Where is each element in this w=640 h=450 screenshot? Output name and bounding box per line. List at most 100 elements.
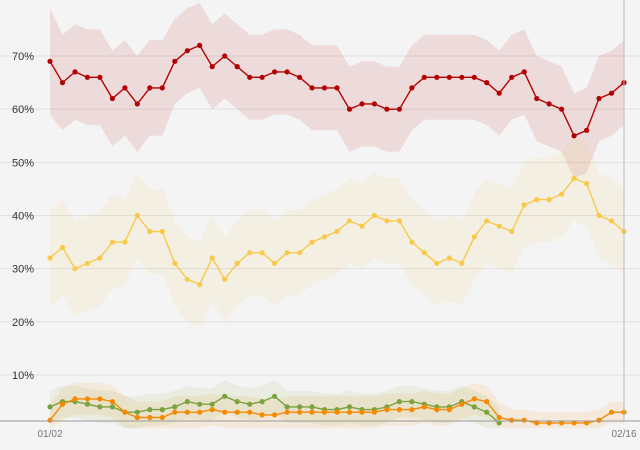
data-point <box>459 74 465 80</box>
data-point <box>297 250 303 256</box>
data-point <box>284 409 290 415</box>
data-point <box>459 260 465 266</box>
data-point <box>321 234 328 240</box>
data-point <box>172 404 178 410</box>
data-point <box>584 181 590 187</box>
data-point <box>259 399 265 405</box>
data-point <box>272 69 278 75</box>
y-tick-label: 70% <box>12 51 34 63</box>
data-point <box>384 407 390 413</box>
y-tick-label: 10% <box>12 370 34 382</box>
x-axis-end-label: 02/16 <box>611 429 636 440</box>
gridlines <box>0 55 640 376</box>
data-point <box>484 80 490 86</box>
data-point <box>421 250 427 256</box>
data-point <box>371 101 377 107</box>
axes: 01/02 02/16 <box>0 0 640 440</box>
data-point <box>134 101 140 107</box>
data-point <box>234 409 240 415</box>
data-point <box>496 420 502 426</box>
data-point <box>97 74 103 80</box>
data-point <box>72 266 78 272</box>
data-point <box>109 95 115 102</box>
data-point <box>147 407 153 413</box>
data-point <box>259 74 265 80</box>
data-point <box>209 64 215 70</box>
data-point <box>471 396 477 402</box>
data-point <box>559 191 565 197</box>
data-point <box>446 407 452 413</box>
data-point <box>521 202 527 208</box>
data-point <box>309 409 315 415</box>
data-point <box>59 401 66 407</box>
data-point <box>409 407 415 413</box>
data-point <box>459 401 465 407</box>
data-point <box>409 399 415 405</box>
y-tick-label: 30% <box>12 264 34 276</box>
data-point <box>84 260 90 266</box>
data-point <box>197 401 203 407</box>
data-point <box>234 399 240 405</box>
data-point <box>147 85 153 91</box>
data-point <box>272 393 278 399</box>
data-point <box>309 85 315 91</box>
data-point <box>509 228 515 235</box>
data-point <box>84 396 90 402</box>
data-point <box>534 95 540 102</box>
data-point <box>122 409 128 415</box>
data-point <box>496 90 502 96</box>
data-point <box>396 218 402 224</box>
data-point <box>334 228 340 235</box>
data-point <box>571 175 577 181</box>
data-point <box>346 409 353 415</box>
data-point <box>509 417 515 423</box>
data-point <box>184 48 190 54</box>
data-point <box>434 74 440 80</box>
data-point <box>546 420 552 426</box>
data-point <box>421 404 427 410</box>
data-point <box>122 85 128 91</box>
data-point <box>608 409 615 415</box>
data-point <box>584 127 590 133</box>
data-point <box>109 239 115 245</box>
y-tick-label: 20% <box>12 317 34 329</box>
data-point <box>471 74 477 80</box>
confidence-band <box>50 383 624 429</box>
data-point <box>396 106 402 112</box>
data-point <box>172 409 178 415</box>
data-point <box>284 69 290 75</box>
data-point <box>446 74 452 80</box>
data-point <box>346 106 353 112</box>
data-point <box>222 393 228 399</box>
data-point <box>59 244 66 250</box>
data-point <box>234 260 240 266</box>
x-axis-start-label: 01/02 <box>37 429 62 440</box>
data-point <box>72 396 78 402</box>
data-point <box>359 409 365 415</box>
data-point <box>109 404 115 410</box>
data-point <box>184 276 190 282</box>
data-point <box>596 417 602 423</box>
data-point <box>409 239 415 245</box>
data-point <box>159 407 165 413</box>
data-point <box>47 58 53 64</box>
y-tick-label: 40% <box>12 211 34 223</box>
data-point <box>596 95 602 102</box>
data-point <box>371 212 377 219</box>
data-point <box>184 409 190 415</box>
data-point <box>321 85 328 91</box>
data-point <box>484 218 490 224</box>
data-point <box>159 228 165 235</box>
data-point <box>297 404 303 410</box>
data-point <box>84 74 90 80</box>
data-point <box>596 212 602 219</box>
data-point <box>47 417 53 423</box>
data-point <box>346 218 353 224</box>
data-point <box>297 74 303 80</box>
data-point <box>47 255 53 261</box>
data-point <box>446 255 452 261</box>
y-axis-tick-labels: 10% 20% 30% 40% 50% 60% 70% <box>12 51 34 382</box>
data-point <box>222 409 228 415</box>
y-tick-label: 50% <box>12 157 34 169</box>
